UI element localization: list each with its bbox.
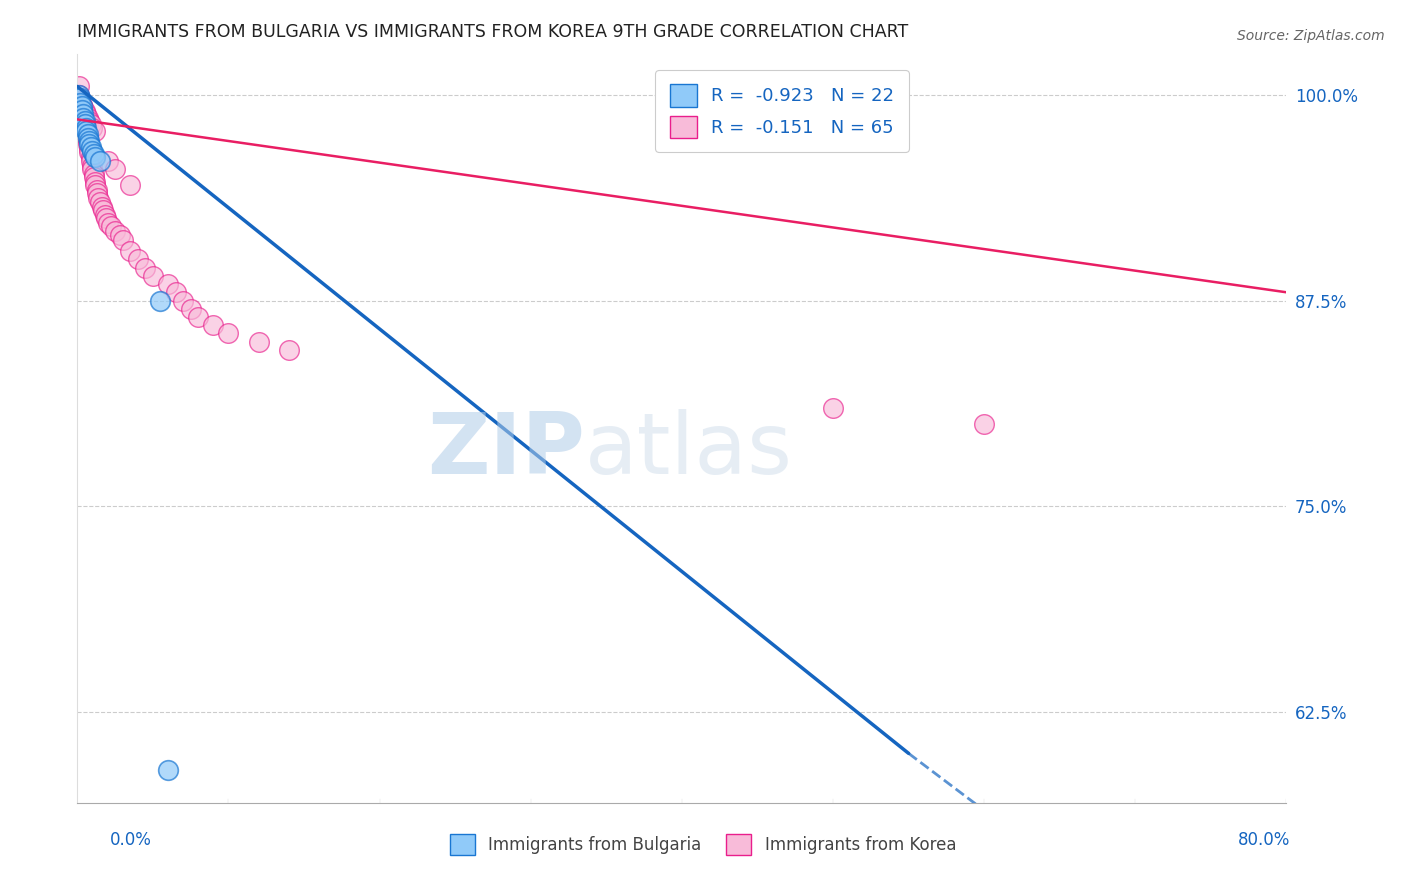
Point — [70, 103, 93, 117]
Point — [69, 95, 91, 109]
Point — [77, 130, 100, 145]
Point — [104, 224, 127, 238]
Point — [73, 104, 96, 119]
Point — [72, 107, 94, 121]
Point — [821, 401, 844, 415]
Point — [120, 178, 142, 193]
Point — [69, 91, 91, 105]
Legend: R =  -0.923   N = 22, R =  -0.151   N = 65: R = -0.923 N = 22, R = -0.151 N = 65 — [655, 70, 908, 152]
Point — [77, 111, 100, 125]
Point — [180, 301, 202, 316]
Point — [75, 120, 97, 135]
Point — [89, 153, 111, 168]
Point — [79, 137, 101, 152]
Point — [247, 334, 270, 349]
Point — [83, 167, 105, 181]
Point — [80, 117, 103, 131]
Point — [172, 293, 194, 308]
Point — [75, 124, 97, 138]
Point — [86, 186, 108, 201]
Point — [72, 111, 94, 125]
Point — [96, 216, 118, 230]
Text: 80.0%: 80.0% — [1239, 831, 1291, 849]
Point — [218, 326, 240, 341]
Point — [70, 97, 93, 112]
Point — [83, 169, 105, 184]
Point — [77, 127, 100, 141]
Text: atlas: atlas — [585, 409, 793, 492]
Point — [67, 87, 90, 102]
Point — [134, 260, 156, 275]
Point — [149, 293, 172, 308]
Point — [82, 120, 104, 135]
Point — [77, 137, 100, 152]
Point — [90, 200, 112, 214]
Point — [69, 95, 91, 110]
Point — [96, 153, 118, 168]
Point — [111, 233, 134, 247]
Point — [67, 87, 90, 102]
Point — [84, 178, 107, 193]
Point — [87, 191, 110, 205]
Point — [157, 277, 180, 291]
Point — [127, 252, 149, 267]
Point — [80, 140, 103, 154]
Point — [79, 114, 101, 128]
Point — [278, 343, 301, 357]
Point — [75, 128, 97, 143]
Text: ZIP: ZIP — [427, 409, 585, 492]
Point — [187, 310, 209, 324]
Point — [120, 244, 142, 259]
Point — [80, 153, 103, 168]
Point — [75, 126, 97, 140]
Point — [82, 144, 104, 158]
Point — [73, 117, 96, 131]
Point — [82, 161, 104, 176]
Point — [73, 114, 96, 128]
Point — [89, 194, 111, 209]
Point — [108, 227, 131, 242]
Point — [82, 159, 104, 173]
Point — [80, 150, 103, 164]
Point — [77, 134, 100, 148]
Point — [79, 145, 101, 160]
Point — [75, 107, 97, 121]
Point — [93, 208, 115, 222]
Point — [69, 91, 91, 105]
Point — [91, 202, 114, 217]
Point — [94, 211, 117, 226]
Point — [83, 147, 105, 161]
Text: 0.0%: 0.0% — [110, 831, 152, 849]
Point — [202, 318, 225, 333]
Point — [72, 112, 94, 127]
Point — [70, 104, 93, 119]
Point — [67, 79, 90, 94]
Point — [104, 161, 127, 176]
Point — [100, 219, 122, 234]
Point — [72, 107, 94, 121]
Point — [973, 417, 995, 431]
Point — [84, 150, 107, 164]
Point — [157, 763, 180, 777]
Point — [86, 183, 108, 197]
Point — [73, 120, 96, 135]
Point — [84, 175, 107, 189]
Point — [70, 99, 93, 113]
Point — [79, 142, 101, 156]
Point — [84, 124, 107, 138]
Point — [165, 285, 187, 300]
Point — [70, 99, 93, 113]
Point — [142, 268, 165, 283]
Legend: Immigrants from Bulgaria, Immigrants from Korea: Immigrants from Bulgaria, Immigrants fro… — [443, 828, 963, 862]
Point — [69, 95, 91, 110]
Text: Source: ZipAtlas.com: Source: ZipAtlas.com — [1237, 29, 1385, 43]
Point — [73, 117, 96, 131]
Point — [72, 101, 94, 115]
Text: IMMIGRANTS FROM BULGARIA VS IMMIGRANTS FROM KOREA 9TH GRADE CORRELATION CHART: IMMIGRANTS FROM BULGARIA VS IMMIGRANTS F… — [77, 23, 908, 41]
Point — [79, 134, 101, 148]
